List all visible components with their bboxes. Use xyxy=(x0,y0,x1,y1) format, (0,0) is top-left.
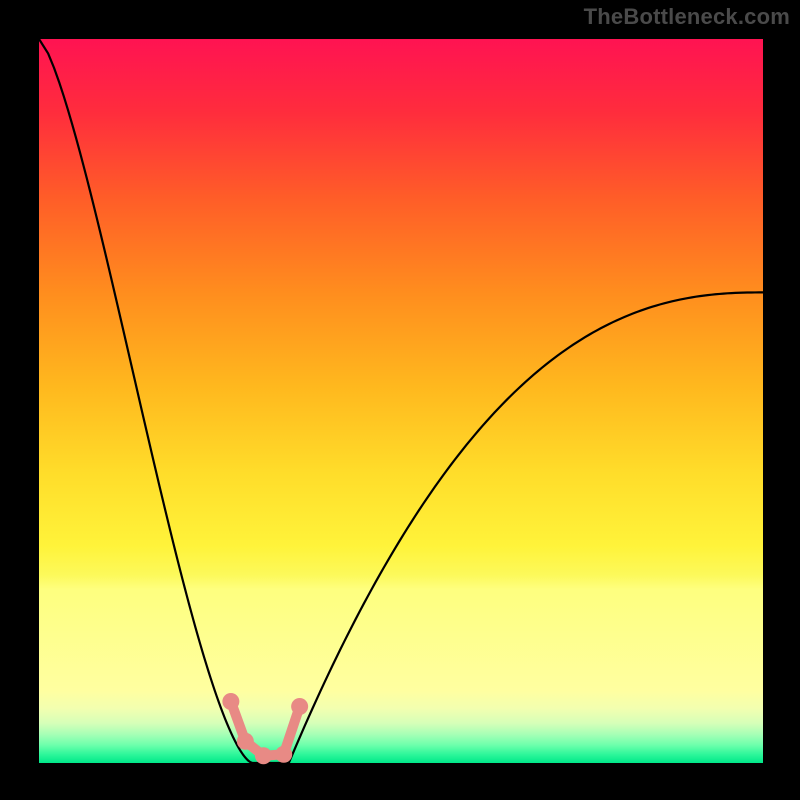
plot-svg xyxy=(0,0,800,800)
marker-dot xyxy=(237,733,254,750)
marker-dot xyxy=(291,698,308,715)
marker-dot xyxy=(222,693,239,710)
marker-dot xyxy=(255,747,272,764)
watermark-text: TheBottleneck.com xyxy=(584,4,790,30)
bottleneck-curve xyxy=(39,39,763,763)
stage: TheBottleneck.com xyxy=(0,0,800,800)
marker-dot xyxy=(275,746,292,763)
